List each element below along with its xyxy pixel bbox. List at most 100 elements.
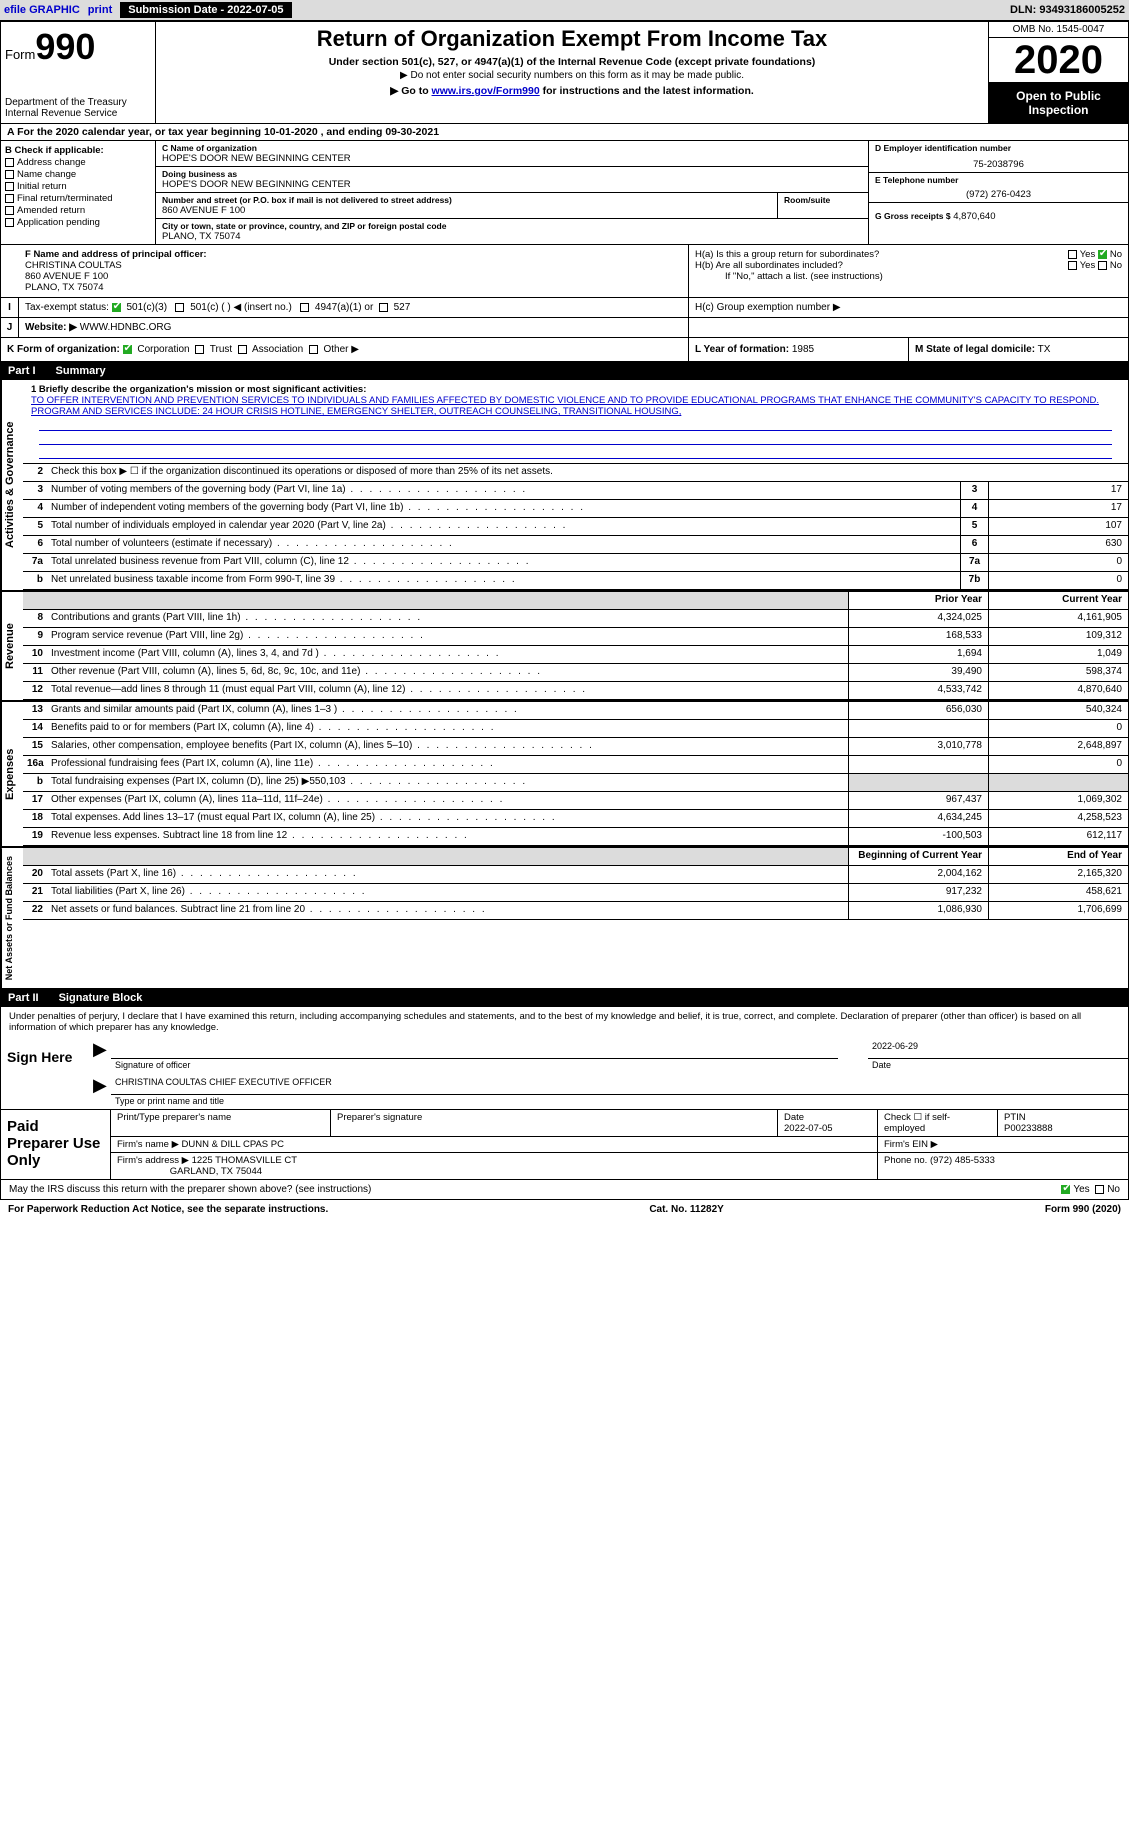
line-2: 2 Check this box ▶ ☐ if the organization… <box>23 464 1128 482</box>
year-formation-value: 1985 <box>792 344 814 355</box>
room-label: Room/suite <box>784 195 862 205</box>
ha-label: H(a) Is this a group return for subordin… <box>695 249 879 260</box>
submission-date-button[interactable]: Submission Date - 2022-07-05 <box>120 2 291 18</box>
hb-yesno: Yes No <box>1068 260 1122 271</box>
chk-other[interactable] <box>309 345 318 354</box>
chk-trust[interactable] <box>195 345 204 354</box>
j-label: J <box>1 318 19 337</box>
rev-rows-10: 10Investment income (Part VIII, column (… <box>23 646 1128 664</box>
page-footer: For Paperwork Reduction Act Notice, see … <box>0 1200 1129 1219</box>
row-j-website: J Website: ▶ WWW.HDNBC.ORG <box>0 318 1129 338</box>
paid-preparer-block: Paid Preparer Use Only Print/Type prepar… <box>1 1109 1128 1179</box>
omb-number: OMB No. 1545-0047 <box>989 22 1128 38</box>
part-2-num: Part II <box>8 992 39 1004</box>
phone-value: (972) 276-0423 <box>875 185 1122 200</box>
blank-line-2 <box>39 431 1112 445</box>
exp-rows-b: bTotal fundraising expenses (Part IX, co… <box>23 774 1128 792</box>
discuss-row: May the IRS discuss this return with the… <box>0 1180 1129 1200</box>
year-formation-label: L Year of formation: <box>695 344 789 355</box>
chk-amended-return[interactable]: Amended return <box>5 205 151 216</box>
form-header: Form990 Department of the Treasury Inter… <box>0 21 1129 124</box>
end-year-header: End of Year <box>988 848 1128 865</box>
box-b-checklist: B Check if applicable: Address change Na… <box>1 141 156 244</box>
state-domicile-value: TX <box>1038 344 1051 355</box>
vtab-expenses: Expenses <box>1 702 23 846</box>
firm-phone-label: Phone no. <box>884 1155 927 1166</box>
website-value: WWW.HDNBC.ORG <box>80 322 172 333</box>
chk-initial-return[interactable]: Initial return <box>5 181 151 192</box>
signature-block: Under penalties of perjury, I declare th… <box>0 1007 1129 1180</box>
opt-association: Association <box>252 344 303 355</box>
hc-label: H(c) Group exemption number ▶ <box>695 302 841 313</box>
city-label: City or town, state or province, country… <box>162 221 862 231</box>
type-name-label: Type or print name and title <box>115 1096 224 1106</box>
chk-association[interactable] <box>238 345 247 354</box>
opt-other: Other ▶ <box>323 344 358 355</box>
chk-final-return[interactable]: Final return/terminated <box>5 193 151 204</box>
gov-row-6: 6Total number of volunteers (estimate if… <box>23 536 1128 554</box>
chk-application-pending[interactable]: Application pending <box>5 217 151 228</box>
firm-addr1: 1225 THOMASVILLE CT <box>192 1155 297 1166</box>
discuss-text: May the IRS discuss this return with the… <box>9 1184 1061 1195</box>
prep-date-label: Date <box>784 1112 804 1123</box>
rev-rows-9: 9Program service revenue (Part VIII, lin… <box>23 628 1128 646</box>
org-name: HOPE'S DOOR NEW BEGINNING CENTER <box>162 153 862 164</box>
sig-officer-label: Signature of officer <box>115 1060 190 1070</box>
chk-501c3[interactable] <box>112 303 121 312</box>
rev-rows-8: 8Contributions and grants (Part VIII, li… <box>23 610 1128 628</box>
officer-name: CHRISTINA COULTAS <box>25 260 682 271</box>
discuss-yesno: Yes No <box>1061 1184 1120 1195</box>
print-link[interactable]: print <box>88 4 112 16</box>
ein-label: D Employer identification number <box>875 143 1122 153</box>
chk-4947[interactable] <box>300 303 309 312</box>
blank-line-3 <box>39 445 1112 459</box>
chk-corporation[interactable] <box>123 345 132 354</box>
officer-addr2: PLANO, TX 75074 <box>25 282 682 293</box>
opt-trust: Trust <box>210 344 232 355</box>
mission-text: TO OFFER INTERVENTION AND PREVENTION SER… <box>31 395 1120 417</box>
chk-address-change[interactable]: Address change <box>5 157 151 168</box>
goto-suffix: for instructions and the latest informat… <box>540 85 754 97</box>
form-title: Return of Organization Exempt From Incom… <box>164 26 980 52</box>
line-2-text: Check this box ▶ ☐ if the organization d… <box>47 464 1128 481</box>
instructions-link-row: ▶ Go to www.irs.gov/Form990 for instruct… <box>164 85 980 97</box>
form-990-footer: Form 990 (2020) <box>1045 1204 1121 1215</box>
ptin-value: P00233888 <box>1004 1123 1053 1134</box>
gov-row-b: bNet unrelated business taxable income f… <box>23 572 1128 590</box>
chk-name-change[interactable]: Name change <box>5 169 151 180</box>
part-1-body: Activities & Governance 1 Briefly descri… <box>0 380 1129 989</box>
efile-link[interactable]: efile GRAPHIC <box>4 4 80 16</box>
mission-label: 1 Briefly describe the organization's mi… <box>31 384 366 395</box>
row-f-h: F Name and address of principal officer:… <box>0 245 1129 298</box>
firm-addr-label: Firm's address ▶ <box>117 1155 189 1166</box>
gross-receipts-label: G Gross receipts $ <box>875 211 951 221</box>
irs-gov-link[interactable]: www.irs.gov/Form990 <box>432 85 540 97</box>
dept-treasury: Department of the Treasury <box>5 97 151 108</box>
form-990-number: 990 <box>35 26 95 67</box>
open-to-public: Open to Public Inspection <box>989 83 1128 123</box>
vtab-net-assets: Net Assets or Fund Balances <box>1 848 23 988</box>
perjury-declaration: Under penalties of perjury, I declare th… <box>1 1007 1128 1037</box>
rev-rows-11: 11Other revenue (Part VIII, column (A), … <box>23 664 1128 682</box>
cat-number: Cat. No. 11282Y <box>649 1204 723 1215</box>
prior-year-header: Prior Year <box>848 592 988 609</box>
revenue-header-row: Prior Year Current Year <box>23 592 1128 610</box>
ein-value: 75-2038796 <box>875 153 1122 170</box>
preparer-sig-label: Preparer's signature <box>331 1110 778 1136</box>
net-rows-20: 20Total assets (Part X, line 16)2,004,16… <box>23 866 1128 884</box>
officer-name-title: CHRISTINA COULTAS CHIEF EXECUTIVE OFFICE… <box>115 1077 1124 1087</box>
chk-527[interactable] <box>379 303 388 312</box>
dln-label: DLN: 93493186005252 <box>1010 4 1125 16</box>
sig-arrow-icon-2: ▶ <box>93 1075 107 1096</box>
net-rows-22: 22Net assets or fund balances. Subtract … <box>23 902 1128 920</box>
hb-note: If "No," attach a list. (see instruction… <box>695 271 1122 282</box>
state-domicile-label: M State of legal domicile: <box>915 344 1035 355</box>
street-address: 860 AVENUE F 100 <box>162 205 771 216</box>
net-rows-21: 21Total liabilities (Part X, line 26)917… <box>23 884 1128 902</box>
chk-501c[interactable] <box>175 303 184 312</box>
preparer-name-label: Print/Type preparer's name <box>111 1110 331 1136</box>
paperwork-notice: For Paperwork Reduction Act Notice, see … <box>8 1204 328 1215</box>
part-1-title: Summary <box>56 365 106 377</box>
sig-arrow-icon: ▶ <box>93 1039 107 1060</box>
firm-ein-label: Firm's EIN ▶ <box>878 1137 1128 1152</box>
